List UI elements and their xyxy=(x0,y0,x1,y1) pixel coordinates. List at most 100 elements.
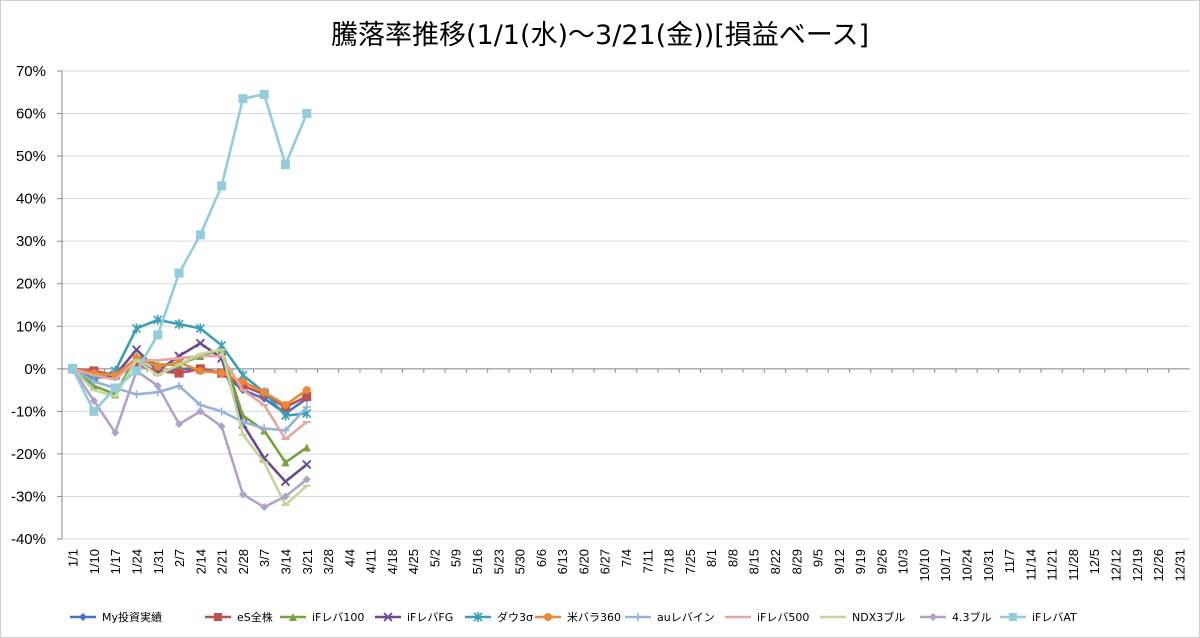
x-tick-label: 5/16 xyxy=(470,549,485,574)
x-tick-label: 10/31 xyxy=(981,549,996,582)
legend-item[interactable]: iFレバ100 xyxy=(280,611,364,624)
data-point xyxy=(217,422,226,431)
x-tick-label: 6/27 xyxy=(598,549,613,574)
x-tick-label: 11/14 xyxy=(1023,549,1038,581)
data-point xyxy=(280,160,290,170)
legend-label: 4.3ブル xyxy=(952,610,992,624)
data-point xyxy=(89,396,98,405)
data-point xyxy=(217,181,227,191)
x-tick-label: 5/23 xyxy=(491,549,506,574)
x-tick-label: 2/28 xyxy=(236,549,251,574)
data-point xyxy=(634,613,642,621)
data-point xyxy=(195,338,205,348)
data-point xyxy=(196,366,205,375)
x-tick-label: 12/26 xyxy=(1151,549,1166,582)
data-point xyxy=(131,360,141,370)
x-tick-label: 11/21 xyxy=(1045,549,1060,581)
y-tick-label: 40% xyxy=(16,191,46,208)
series-NDX3ブル xyxy=(68,348,311,507)
data-point xyxy=(383,612,393,622)
data-point xyxy=(238,490,247,499)
legend-item[interactable]: iFレバAT xyxy=(1000,611,1077,624)
x-tick-label: 5/30 xyxy=(513,549,528,574)
data-point xyxy=(260,503,269,512)
legend-item[interactable]: 米バラ360 xyxy=(535,611,621,624)
legend[interactable]: My投資実績 eS全株 iFレバ100 iFレバFG ダウ3σ 米バラ360 auレバイン i… xyxy=(70,610,1077,624)
x-tick-label: 9/26 xyxy=(874,549,889,574)
x-tick-label: 3/14 xyxy=(278,549,293,574)
x-tick-label: 7/11 xyxy=(640,549,655,573)
data-point xyxy=(195,323,205,334)
data-point xyxy=(153,381,162,390)
data-point xyxy=(174,319,184,330)
y-tick-label: 10% xyxy=(16,318,46,335)
data-point xyxy=(238,94,248,104)
y-tick-label: -30% xyxy=(11,488,46,505)
x-tick-label: 2/21 xyxy=(215,549,230,574)
x-tick-label: 1/24 xyxy=(129,549,144,574)
data-point xyxy=(238,377,247,386)
legend-item[interactable]: My投資実績 xyxy=(70,610,162,624)
data-point xyxy=(302,109,312,119)
legend-label: NDX3ブル xyxy=(852,610,905,624)
legend-item[interactable]: iFレバFG xyxy=(375,611,453,624)
data-point xyxy=(280,410,291,421)
data-point xyxy=(281,426,290,435)
legend-item[interactable]: iFレバ500 xyxy=(725,611,809,624)
data-point xyxy=(131,323,142,334)
data-point xyxy=(281,458,290,467)
x-tick-label: 8/8 xyxy=(725,549,740,567)
x-tick-label: 1/1 xyxy=(66,549,81,567)
y-tick-label: 20% xyxy=(16,276,46,293)
series-line xyxy=(71,368,308,509)
legend-item[interactable]: auレバイン xyxy=(625,611,715,624)
y-tick-label: -40% xyxy=(11,531,46,548)
x-tick-label: 12/19 xyxy=(1130,549,1145,582)
legend-item[interactable]: eS全株 xyxy=(205,610,273,624)
x-tick-label: 11/7 xyxy=(1002,549,1017,573)
x-tick-label: 3/28 xyxy=(321,549,336,574)
legend-label: My投資実績 xyxy=(102,610,162,624)
x-tick-label: 8/22 xyxy=(768,549,783,574)
y-tick-label: 0% xyxy=(24,361,46,378)
x-tick-label: 2/7 xyxy=(172,549,187,567)
data-point xyxy=(110,383,120,393)
data-point xyxy=(214,613,222,621)
data-point xyxy=(302,386,311,395)
y-tick-label: 30% xyxy=(16,233,46,250)
data-point xyxy=(473,612,483,622)
data-point xyxy=(260,424,269,433)
x-tick-label: 10/10 xyxy=(917,549,932,582)
data-point xyxy=(195,230,205,240)
legend-item[interactable]: 4.3ブル xyxy=(920,610,992,624)
series-lines xyxy=(68,89,312,512)
legend-item[interactable]: ダウ3σ xyxy=(465,610,533,624)
x-tick-label: 5/9 xyxy=(449,549,464,567)
x-tick-label: 9/19 xyxy=(853,549,868,574)
x-tick-label: 4/18 xyxy=(385,549,400,574)
data-point xyxy=(302,403,311,412)
data-point xyxy=(302,443,311,452)
legend-item[interactable]: NDX3ブル xyxy=(820,610,905,624)
data-point xyxy=(153,330,163,340)
x-tick-label: 1/17 xyxy=(108,549,123,574)
x-tick-label: 9/5 xyxy=(811,549,826,567)
x-tick-label: 10/17 xyxy=(938,549,953,582)
y-tick-label: 50% xyxy=(16,148,46,165)
data-point xyxy=(302,475,311,484)
x-tick-label: 5/2 xyxy=(427,549,442,567)
y-tick-label: -20% xyxy=(11,446,46,463)
data-point xyxy=(153,314,163,325)
x-tick-label: 7/4 xyxy=(619,549,634,567)
x-tick-label: 1/10 xyxy=(87,549,102,574)
data-point xyxy=(929,613,937,621)
data-point xyxy=(280,476,291,487)
legend-label: auレバイン xyxy=(657,611,715,624)
x-tick-label: 4/11 xyxy=(364,549,379,573)
x-tick-label: 6/6 xyxy=(534,549,549,567)
series-iFレバAT xyxy=(68,89,312,416)
data-point xyxy=(238,381,248,391)
data-point xyxy=(1009,613,1017,621)
data-point xyxy=(111,428,120,437)
